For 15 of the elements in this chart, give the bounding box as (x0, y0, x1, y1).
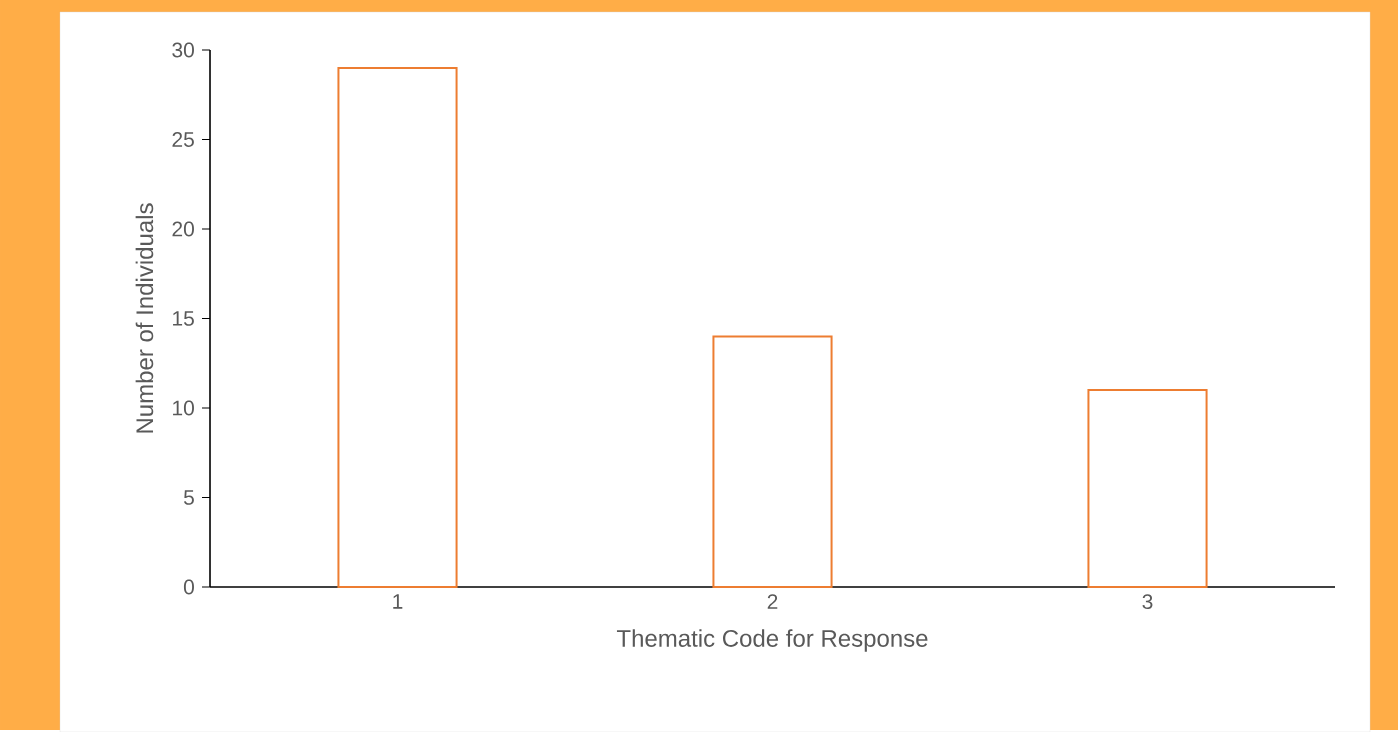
x-axis-title: Thematic Code for Response (616, 629, 928, 652)
y-tick-label: 10 (173, 400, 194, 416)
y-tick-label: 25 (172, 131, 194, 147)
x-tick-label: 1 (393, 594, 403, 609)
x-tick-label: 3 (1142, 594, 1153, 609)
y-tick-label: 30 (172, 42, 194, 58)
y-tick-label: 20 (172, 221, 194, 237)
y-axis-title: Number of Individuals (135, 203, 154, 433)
y-tick-label: 0 (183, 579, 194, 595)
bar (337, 66, 458, 588)
bar (1087, 389, 1208, 588)
y-tick-label: 5 (183, 490, 194, 505)
x-tick-label: 2 (767, 594, 778, 609)
y-tick-label: 15 (173, 311, 194, 326)
bar (712, 335, 833, 588)
